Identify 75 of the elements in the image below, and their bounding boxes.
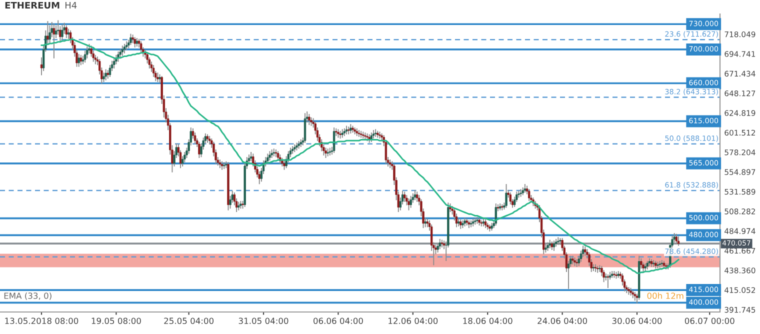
candlestick — [134, 37, 136, 48]
candlestick — [104, 69, 107, 80]
candlestick — [78, 54, 80, 67]
candlestick — [152, 65, 155, 77]
candlestick — [304, 113, 306, 143]
x-tick-label: 12.06 04:00 — [388, 318, 438, 324]
candlestick — [86, 46, 88, 58]
candlestick — [528, 189, 530, 202]
x-tick-label: 25.05 04:00 — [164, 318, 214, 324]
candlestick — [348, 126, 350, 134]
candlestick — [48, 25, 51, 44]
candlestick — [308, 114, 310, 126]
x-tick-label: 19.05 08:00 — [92, 318, 141, 324]
candlestick — [358, 130, 360, 137]
candlestick — [272, 148, 275, 156]
candlestick — [613, 270, 616, 278]
candlestick — [148, 57, 150, 69]
candlestick — [472, 218, 474, 226]
candlestick — [606, 274, 610, 288]
annotation: 00h 12m — [647, 292, 684, 299]
candlestick — [223, 162, 226, 169]
candlestick — [108, 65, 112, 77]
candlestick — [121, 46, 124, 56]
candlestick — [652, 260, 655, 267]
candlestick — [198, 142, 200, 158]
candlestick — [296, 142, 298, 150]
candlestick — [505, 184, 508, 208]
candlestick — [194, 132, 196, 144]
x-tick-label: 13.05.2018 08:00 — [5, 318, 78, 324]
candlestick — [598, 265, 601, 272]
candlestick — [274, 149, 278, 158]
candlestick — [378, 132, 381, 139]
candlestick — [332, 127, 336, 153]
x-tick-label: 06.07 00:00 — [684, 318, 734, 324]
candlestick — [113, 58, 116, 69]
chart-title: ETHEREUM — [5, 2, 60, 9]
candlestick — [602, 270, 605, 282]
candlestick — [476, 216, 478, 224]
candlestick — [67, 28, 70, 39]
annotation: EMA (33, 0) — [4, 292, 52, 300]
candlestick — [326, 148, 329, 156]
x-tick-label: 18.06 04:00 — [463, 318, 512, 324]
candlestick — [65, 25, 68, 38]
x-tick-label: 06.06 04:00 — [314, 318, 363, 324]
x-tick-label: 24.06 04:00 — [538, 318, 588, 324]
candlestick — [339, 130, 342, 139]
candlestick — [362, 132, 364, 139]
candlestick — [140, 41, 142, 52]
candlestick — [374, 129, 377, 137]
candlestick — [408, 198, 410, 210]
candlestick — [576, 259, 578, 267]
candlestick — [84, 50, 86, 63]
candlestick — [130, 34, 132, 45]
candlestick — [266, 154, 269, 164]
candlestick — [594, 264, 597, 272]
candlestick — [509, 192, 512, 204]
x-tick-label: 30.06 04:00 — [612, 318, 662, 324]
chart-subtitle: H4 — [65, 2, 77, 9]
candlestick — [416, 192, 418, 202]
candlestick — [501, 204, 504, 210]
candlestick — [184, 152, 186, 162]
candlestick — [328, 148, 331, 156]
candlestick — [410, 196, 412, 208]
candlestick — [324, 148, 327, 158]
candlestick — [480, 220, 482, 226]
candlestick — [520, 189, 522, 197]
candlestick — [61, 24, 64, 40]
x-tick-label: 31.05 04:00 — [238, 318, 288, 324]
candlestick — [660, 260, 663, 267]
candlestick — [52, 24, 56, 58]
candlestick — [414, 190, 416, 200]
candlestick — [404, 192, 406, 202]
candlestick — [628, 287, 630, 295]
candlestick — [80, 54, 82, 66]
candlestick — [596, 266, 599, 273]
